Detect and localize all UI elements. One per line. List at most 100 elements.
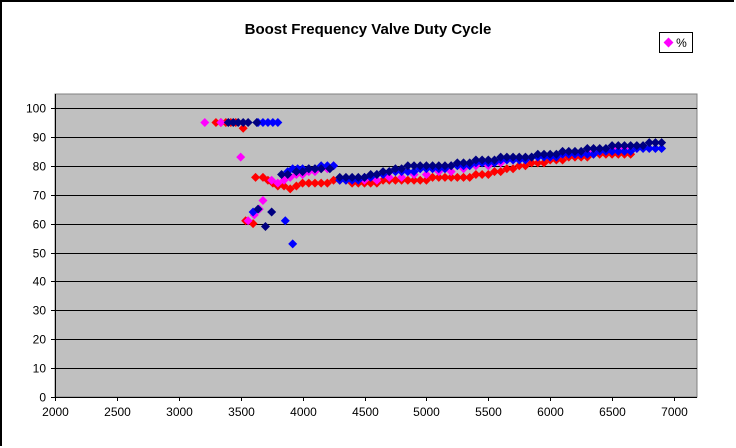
data-point — [613, 146, 623, 156]
data-point — [390, 175, 400, 185]
data-point — [582, 143, 592, 153]
data-point — [273, 178, 283, 188]
data-point — [310, 178, 320, 188]
y-tick-labels: 0 10 20 30 40 50 60 70 80 90 100 — [26, 102, 46, 405]
data-point — [409, 175, 419, 185]
data-point — [440, 161, 450, 171]
data-point — [459, 172, 469, 182]
data-marks — [200, 117, 667, 249]
data-point — [502, 152, 512, 162]
data-point — [421, 169, 431, 179]
data-point — [477, 155, 487, 165]
data-point — [446, 172, 456, 182]
data-point — [378, 167, 388, 177]
data-point — [372, 169, 382, 179]
data-point — [415, 175, 425, 185]
data-point — [465, 158, 475, 168]
data-point — [288, 239, 298, 249]
x-tick-label: 5000 — [413, 405, 440, 419]
data-point — [280, 216, 290, 226]
data-point — [366, 178, 376, 188]
data-point — [595, 143, 605, 153]
y-tick-label: 70 — [33, 189, 47, 203]
data-point — [238, 123, 248, 133]
x-tick-label: 3500 — [228, 405, 255, 419]
data-point — [322, 178, 332, 188]
data-point — [632, 141, 642, 151]
data-point — [514, 161, 524, 171]
data-point — [263, 117, 273, 127]
data-point — [200, 117, 210, 127]
data-point — [428, 161, 438, 171]
data-point — [403, 175, 413, 185]
data-point — [644, 138, 654, 148]
x-tick-label: 6500 — [599, 405, 626, 419]
data-point — [291, 167, 301, 177]
data-point — [228, 117, 238, 127]
data-point — [483, 155, 493, 165]
data-point — [325, 164, 335, 174]
data-point — [489, 155, 499, 165]
data-point — [310, 164, 320, 174]
data-point — [267, 175, 277, 185]
y-tick-label: 90 — [33, 131, 47, 145]
y-tick-label: 40 — [33, 275, 47, 289]
data-point — [644, 143, 654, 153]
data-point — [508, 164, 518, 174]
plot-area — [54, 93, 698, 398]
y-tick-label: 80 — [33, 160, 47, 174]
data-point — [619, 141, 629, 151]
data-point — [378, 175, 388, 185]
data-point — [440, 172, 450, 182]
data-point — [465, 172, 475, 182]
data-point — [638, 141, 648, 151]
data-point — [650, 143, 660, 153]
data-point — [496, 167, 506, 177]
data-point — [508, 152, 518, 162]
data-point — [211, 117, 221, 127]
data-point — [421, 161, 431, 171]
data-point — [650, 138, 660, 148]
data-point — [601, 143, 611, 153]
data-point — [277, 169, 287, 179]
data-point — [613, 141, 623, 151]
data-point — [268, 117, 278, 127]
data-point — [551, 149, 561, 159]
data-point — [446, 167, 456, 177]
data-point — [360, 172, 369, 182]
data-point — [471, 155, 481, 165]
data-point — [589, 143, 599, 153]
data-point — [291, 181, 301, 191]
y-tick-label: 20 — [33, 333, 47, 347]
data-point — [329, 175, 339, 185]
x-tick-label: 3000 — [166, 405, 193, 419]
data-point — [298, 167, 308, 177]
data-point — [341, 172, 351, 182]
data-point — [304, 178, 314, 188]
data-point — [236, 152, 246, 162]
data-point — [657, 143, 667, 153]
data-point — [415, 161, 425, 171]
y-tick-label: 50 — [33, 247, 47, 261]
data-point — [316, 164, 326, 174]
y-tick-label: 30 — [33, 304, 47, 318]
data-point — [279, 181, 289, 191]
data-point — [471, 169, 481, 179]
x-tick-labels: 2000 2500 3000 3500 4000 4500 5000 5500 6000 6500… — [42, 405, 688, 419]
data-point — [372, 175, 382, 185]
data-point — [582, 149, 592, 159]
data-point — [459, 158, 469, 168]
chart-title: Boost Frequency Valve Duty Cycle — [244, 21, 492, 38]
data-point — [285, 184, 295, 194]
data-point — [366, 169, 376, 179]
data-point — [251, 172, 261, 182]
data-point — [502, 164, 512, 174]
data-point — [233, 117, 243, 127]
y-tick-label: 100 — [26, 102, 46, 116]
data-point — [428, 172, 438, 182]
data-point — [527, 152, 537, 162]
data-point — [607, 146, 617, 156]
data-point — [258, 117, 268, 127]
data-point — [558, 155, 568, 165]
data-point — [403, 167, 413, 177]
